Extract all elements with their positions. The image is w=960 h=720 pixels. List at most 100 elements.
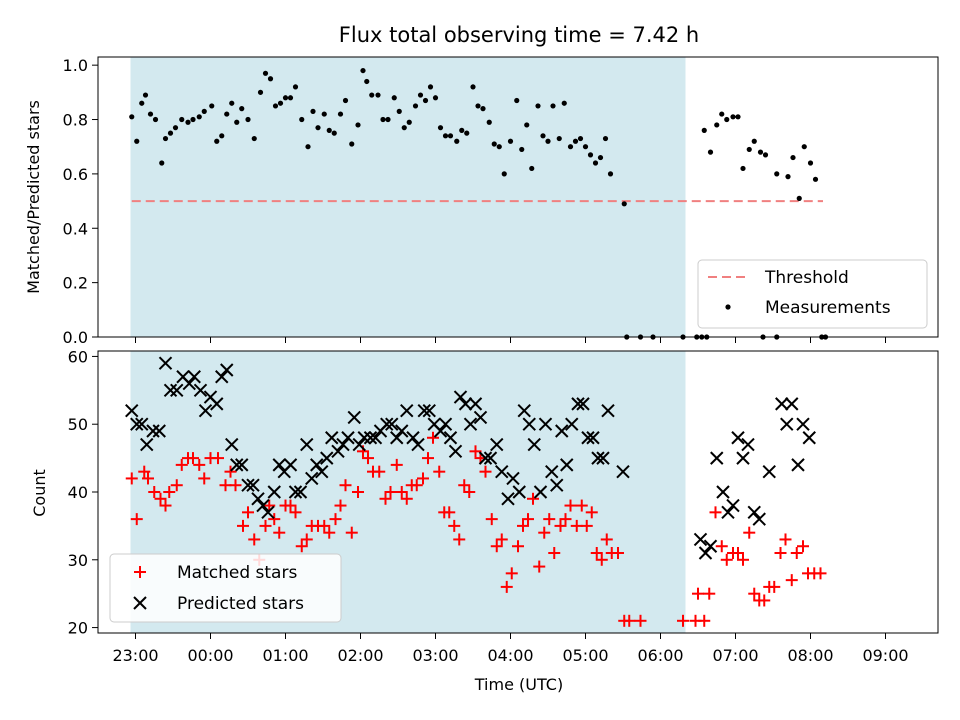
measurements-legend-swatch — [725, 304, 731, 310]
measurement-point — [812, 176, 819, 182]
measurement-point — [326, 127, 332, 133]
measurement-point — [369, 92, 375, 98]
matched-star-point — [295, 540, 308, 553]
predicted-star-point — [581, 431, 595, 445]
predicted-star-point — [616, 464, 630, 479]
predicted-star-point — [741, 437, 755, 452]
x-tick-label: 07:00 — [712, 646, 758, 665]
matched-star-point — [193, 458, 206, 471]
matched-star-point — [422, 452, 434, 465]
predicted-star-point — [747, 505, 761, 520]
measurement-point — [219, 133, 225, 139]
predicted-star-point — [395, 424, 409, 438]
measurement-point — [751, 138, 757, 144]
matched-star-point — [612, 547, 624, 560]
matched-star-point — [463, 486, 476, 498]
measurement-point — [496, 144, 502, 150]
matched-star-point — [417, 472, 429, 485]
matched-star-point — [300, 533, 313, 546]
matched-star-point — [748, 587, 761, 600]
predicted-star-point — [363, 431, 378, 445]
measurement-point — [310, 108, 316, 114]
measurement-point — [315, 125, 321, 131]
matched-star-point — [142, 472, 154, 485]
predicted-star-point — [256, 498, 270, 513]
bottom-legend: Matched stars Predicted stars — [109, 553, 342, 623]
measurement-point — [740, 165, 746, 172]
measurement-point — [172, 125, 179, 131]
matched-star-point — [448, 519, 461, 532]
measurement-point — [364, 78, 370, 85]
predicted-star-point — [490, 437, 504, 452]
matched-star-point — [427, 431, 439, 444]
matched-star-point — [458, 479, 471, 492]
predicted-star-point — [726, 498, 740, 513]
predicted-legend-swatch — [133, 596, 147, 610]
predicted-star-point — [336, 437, 350, 452]
matched-star-point — [242, 506, 254, 519]
chart-title: Flux total observing time = 7.42 h — [339, 23, 699, 47]
measurement-point — [196, 114, 202, 120]
matched-star-point — [720, 553, 733, 566]
top-y-axis-label: Matched/Predicted stars — [24, 100, 43, 294]
measurement-point — [501, 171, 507, 177]
measurement-point — [730, 114, 736, 120]
measurement-points — [129, 67, 829, 340]
measurement-point — [229, 100, 235, 106]
measurement-point — [179, 116, 185, 123]
measurement-point — [159, 160, 165, 166]
measurement-point — [190, 116, 196, 123]
measurement-point — [597, 154, 604, 161]
predicted-star-point — [448, 444, 463, 459]
matched-star-point — [237, 519, 249, 532]
matched-star-point — [790, 547, 803, 560]
bottom-y-axis-label: Count — [30, 469, 49, 517]
predicted-star-point — [731, 431, 745, 445]
predicted-star-point — [230, 458, 244, 472]
y-tick-label: 30 — [68, 551, 88, 570]
predicted-star-point — [550, 478, 564, 492]
matched-star-point — [814, 567, 827, 580]
matched-star-point — [148, 486, 161, 498]
predicted-star-point — [251, 492, 265, 506]
measurement-point — [774, 171, 780, 177]
matched-star-point — [543, 513, 556, 526]
top-legend: Threshold Measurements — [697, 259, 928, 329]
measurement-point — [292, 84, 299, 90]
matched-star-point — [352, 486, 364, 498]
measurement-point — [139, 100, 145, 106]
bottom-axes-border — [97, 350, 939, 634]
matched-star-point — [479, 465, 492, 478]
measurement-point — [719, 111, 725, 117]
predicted-star-point — [571, 397, 585, 411]
measurement-point — [342, 97, 349, 104]
predicted-star-point — [785, 397, 799, 411]
predicted-star-point — [158, 356, 173, 370]
matched-star-point — [273, 526, 286, 539]
predicted-legend-label: Predicted stars — [177, 594, 304, 614]
measurement-point — [550, 103, 556, 109]
predicted-star-point — [538, 417, 553, 431]
matched-star-point — [634, 614, 647, 627]
matched-star-point — [527, 492, 539, 505]
matched-star-point — [443, 506, 456, 519]
measurement-point — [277, 100, 284, 106]
matched-star-point — [362, 452, 374, 465]
predicted-star-point — [736, 451, 750, 465]
measurement-point — [701, 127, 707, 133]
measurement-point — [602, 135, 609, 142]
y-tick-label: 0.2 — [63, 274, 88, 293]
matched-star-point — [554, 519, 567, 532]
matched-star-point — [533, 560, 546, 573]
measurement-point — [790, 154, 796, 161]
matched-star-point — [433, 465, 446, 478]
measurement-point — [714, 122, 720, 128]
predicted-star-point — [703, 539, 718, 553]
measurement-point — [185, 119, 191, 125]
x-tick-label: 08:00 — [787, 646, 833, 665]
predicted-star-point — [267, 485, 281, 499]
measurement-point — [535, 103, 541, 109]
matched-star-point — [692, 587, 704, 600]
matched-star-point — [538, 526, 551, 539]
measurement-point — [287, 95, 294, 101]
